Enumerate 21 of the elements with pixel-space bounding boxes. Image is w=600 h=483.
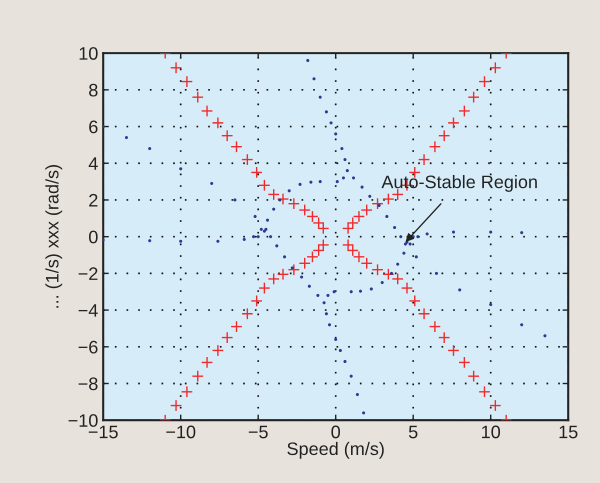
x-tick-label: −10 xyxy=(166,426,196,438)
y-tick-label: −10 xyxy=(68,414,98,427)
annotation: Auto-Stable Region xyxy=(381,175,537,192)
y-tick-label: 2 xyxy=(89,194,98,207)
y-tick-label: 8 xyxy=(89,84,98,97)
y-axis-title: ... (1/s) xxx (rad/s) xyxy=(45,165,62,308)
y-tick-label: −8 xyxy=(78,377,98,390)
x-tick-label: −15 xyxy=(88,426,118,438)
x-tick-label: 0 xyxy=(331,426,340,438)
x-tick-label: 5 xyxy=(408,426,418,438)
x-tick-label: 15 xyxy=(560,426,578,438)
y-tick-label: 6 xyxy=(89,120,98,134)
x-tick-label: −5 xyxy=(248,426,268,438)
y-tick-label: −4 xyxy=(78,304,98,317)
y-tick-label: −2 xyxy=(78,267,98,280)
x-axis-title: Speed (m/s) xyxy=(287,442,384,459)
y-tick-label: 10 xyxy=(80,47,98,60)
x-tick-label: 10 xyxy=(482,426,500,438)
y-tick-label: 4 xyxy=(88,157,98,170)
y-tick-label: 0 xyxy=(89,230,98,244)
y-tick-label: −6 xyxy=(78,340,98,354)
